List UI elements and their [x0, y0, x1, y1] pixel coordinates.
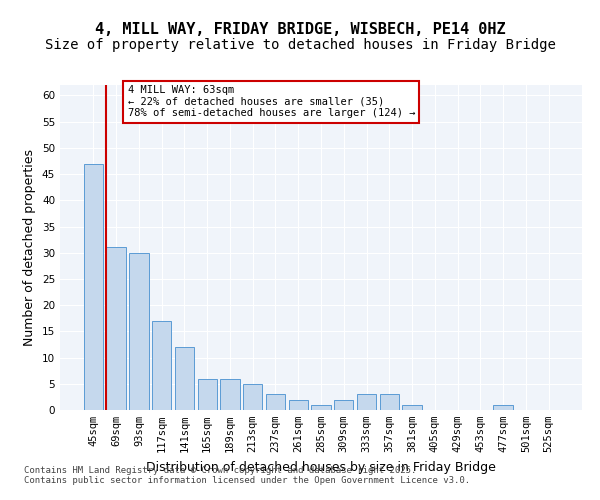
Text: 4, MILL WAY, FRIDAY BRIDGE, WISBECH, PE14 0HZ: 4, MILL WAY, FRIDAY BRIDGE, WISBECH, PE1… — [95, 22, 505, 38]
Text: Size of property relative to detached houses in Friday Bridge: Size of property relative to detached ho… — [44, 38, 556, 52]
Bar — [357, 394, 376, 410]
Bar — [334, 400, 353, 410]
Text: Contains HM Land Registry data © Crown copyright and database right 2025.
Contai: Contains HM Land Registry data © Crown c… — [24, 466, 470, 485]
Bar — [152, 321, 172, 410]
Bar — [197, 378, 217, 410]
Bar — [129, 252, 149, 410]
Text: 4 MILL WAY: 63sqm
← 22% of detached houses are smaller (35)
78% of semi-detached: 4 MILL WAY: 63sqm ← 22% of detached hous… — [128, 86, 415, 118]
Bar — [266, 394, 285, 410]
Bar — [380, 394, 399, 410]
Bar — [243, 384, 262, 410]
Y-axis label: Number of detached properties: Number of detached properties — [23, 149, 37, 346]
Bar — [84, 164, 103, 410]
Bar — [175, 347, 194, 410]
Bar — [220, 378, 239, 410]
Bar — [289, 400, 308, 410]
Bar — [493, 405, 513, 410]
Bar — [106, 248, 126, 410]
X-axis label: Distribution of detached houses by size in Friday Bridge: Distribution of detached houses by size … — [146, 460, 496, 473]
Bar — [403, 405, 422, 410]
Bar — [311, 405, 331, 410]
